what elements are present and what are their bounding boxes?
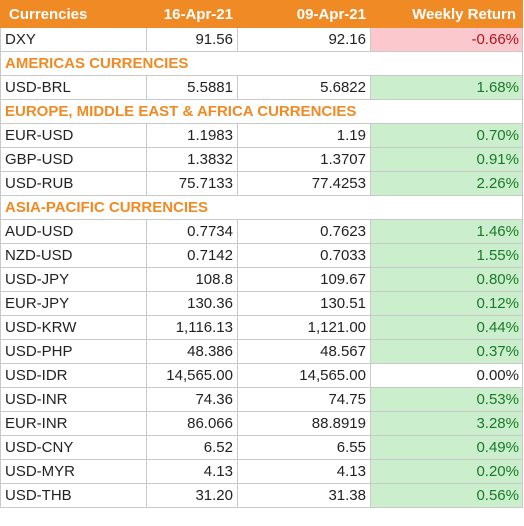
header-currencies: Currencies: [0, 0, 147, 28]
currency-pair-cell: USD-IDR: [0, 363, 147, 388]
current-rate-cell: 75.7133: [146, 171, 238, 196]
current-rate-cell: 0.7142: [146, 243, 238, 268]
current-rate-cell: 1.1983: [146, 123, 238, 148]
currency-pair-cell: USD-MYR: [0, 459, 147, 484]
previous-rate-cell: 77.4253: [237, 171, 371, 196]
current-rate-cell: 31.20: [146, 483, 238, 508]
weekly-return-cell: 0.53%: [370, 387, 523, 412]
previous-rate-cell: 0.7033: [237, 243, 371, 268]
currency-pair-cell: USD-THB: [0, 483, 147, 508]
section-title: EUROPE, MIDDLE EAST & AFRICA CURRENCIES: [0, 99, 523, 124]
current-rate-cell: 91.56: [146, 27, 238, 52]
current-rate-cell: 1,116.13: [146, 315, 238, 340]
table-row: EUR-JPY 130.36 130.51 0.12%: [0, 291, 523, 316]
previous-rate-cell: 1.19: [237, 123, 371, 148]
header-date-previous: 09-Apr-21: [237, 0, 371, 28]
section-title: ASIA-PACIFIC CURRENCIES: [0, 195, 523, 220]
table-row: USD-IDR 14,565.00 14,565.00 0.00%: [0, 363, 523, 388]
previous-rate-cell: 92.16: [237, 27, 371, 52]
current-rate-cell: 4.13: [146, 459, 238, 484]
section-header-row: AMERICAS CURRENCIES: [0, 51, 523, 76]
currency-pair-cell: USD-CNY: [0, 435, 147, 460]
table-row: GBP-USD 1.3832 1.3707 0.91%: [0, 147, 523, 172]
table-row: AUD-USD 0.7734 0.7623 1.46%: [0, 219, 523, 244]
weekly-return-cell: 0.70%: [370, 123, 523, 148]
table-row: USD-PHP 48.386 48.567 0.37%: [0, 339, 523, 364]
header-weekly-return: Weekly Return: [370, 0, 523, 28]
table-row: USD-MYR 4.13 4.13 0.20%: [0, 459, 523, 484]
header-date-current: 16-Apr-21: [146, 0, 238, 28]
current-rate-cell: 86.066: [146, 411, 238, 436]
weekly-return-cell: 0.44%: [370, 315, 523, 340]
currency-pair-cell: USD-PHP: [0, 339, 147, 364]
current-rate-cell: 6.52: [146, 435, 238, 460]
table-body: DXY 91.56 92.16 -0.66% AMERICAS CURRENCIES US…: [0, 27, 523, 508]
table-row: USD-THB 31.20 31.38 0.56%: [0, 483, 523, 508]
table-row: EUR-USD 1.1983 1.19 0.70%: [0, 123, 523, 148]
currency-pair-cell: AUD-USD: [0, 219, 147, 244]
current-rate-cell: 14,565.00: [146, 363, 238, 388]
currency-pair-cell: USD-JPY: [0, 267, 147, 292]
table-row: USD-CNY 6.52 6.55 0.49%: [0, 435, 523, 460]
section-title: AMERICAS CURRENCIES: [0, 51, 523, 76]
currency-pair-cell: NZD-USD: [0, 243, 147, 268]
weekly-return-cell: 2.26%: [370, 171, 523, 196]
previous-rate-cell: 1,121.00: [237, 315, 371, 340]
previous-rate-cell: 31.38: [237, 483, 371, 508]
currency-pair-cell: USD-KRW: [0, 315, 147, 340]
previous-rate-cell: 48.567: [237, 339, 371, 364]
current-rate-cell: 74.36: [146, 387, 238, 412]
current-rate-cell: 48.386: [146, 339, 238, 364]
table-row: DXY 91.56 92.16 -0.66%: [0, 27, 523, 52]
weekly-return-cell: 0.37%: [370, 339, 523, 364]
weekly-return-cell: 0.49%: [370, 435, 523, 460]
currency-pair-cell: EUR-USD: [0, 123, 147, 148]
currency-pair-cell: DXY: [0, 27, 147, 52]
previous-rate-cell: 0.7623: [237, 219, 371, 244]
weekly-return-cell: 0.12%: [370, 291, 523, 316]
currency-pair-cell: GBP-USD: [0, 147, 147, 172]
current-rate-cell: 108.8: [146, 267, 238, 292]
weekly-return-cell: 0.20%: [370, 459, 523, 484]
table-row: USD-JPY 108.8 109.67 0.80%: [0, 267, 523, 292]
table-row: USD-KRW 1,116.13 1,121.00 0.44%: [0, 315, 523, 340]
weekly-return-cell: 0.91%: [370, 147, 523, 172]
previous-rate-cell: 130.51: [237, 291, 371, 316]
weekly-return-cell: 0.80%: [370, 267, 523, 292]
weekly-return-cell: 3.28%: [370, 411, 523, 436]
weekly-return-cell: 0.56%: [370, 483, 523, 508]
previous-rate-cell: 1.3707: [237, 147, 371, 172]
header-row: Currencies 16-Apr-21 09-Apr-21 Weekly Re…: [0, 0, 523, 28]
currency-pair-cell: USD-RUB: [0, 171, 147, 196]
section-header-row: EUROPE, MIDDLE EAST & AFRICA CURRENCIES: [0, 99, 523, 124]
previous-rate-cell: 88.8919: [237, 411, 371, 436]
table-row: USD-INR 74.36 74.75 0.53%: [0, 387, 523, 412]
weekly-return-cell: -0.66%: [370, 27, 523, 52]
currency-pair-cell: USD-INR: [0, 387, 147, 412]
previous-rate-cell: 14,565.00: [237, 363, 371, 388]
previous-rate-cell: 6.55: [237, 435, 371, 460]
table-row: USD-RUB 75.7133 77.4253 2.26%: [0, 171, 523, 196]
weekly-return-cell: 1.68%: [370, 75, 523, 100]
current-rate-cell: 130.36: [146, 291, 238, 316]
previous-rate-cell: 4.13: [237, 459, 371, 484]
currency-pair-cell: USD-BRL: [0, 75, 147, 100]
table-row: USD-BRL 5.5881 5.6822 1.68%: [0, 75, 523, 100]
weekly-return-cell: 1.55%: [370, 243, 523, 268]
previous-rate-cell: 5.6822: [237, 75, 371, 100]
weekly-return-cell: 0.00%: [370, 363, 523, 388]
section-header-row: ASIA-PACIFIC CURRENCIES: [0, 195, 523, 220]
previous-rate-cell: 74.75: [237, 387, 371, 412]
currency-pair-cell: EUR-INR: [0, 411, 147, 436]
current-rate-cell: 5.5881: [146, 75, 238, 100]
table-row: NZD-USD 0.7142 0.7033 1.55%: [0, 243, 523, 268]
currency-pair-cell: EUR-JPY: [0, 291, 147, 316]
previous-rate-cell: 109.67: [237, 267, 371, 292]
currency-returns-table: Currencies 16-Apr-21 09-Apr-21 Weekly Re…: [0, 0, 523, 508]
table-row: EUR-INR 86.066 88.8919 3.28%: [0, 411, 523, 436]
current-rate-cell: 0.7734: [146, 219, 238, 244]
weekly-return-cell: 1.46%: [370, 219, 523, 244]
current-rate-cell: 1.3832: [146, 147, 238, 172]
